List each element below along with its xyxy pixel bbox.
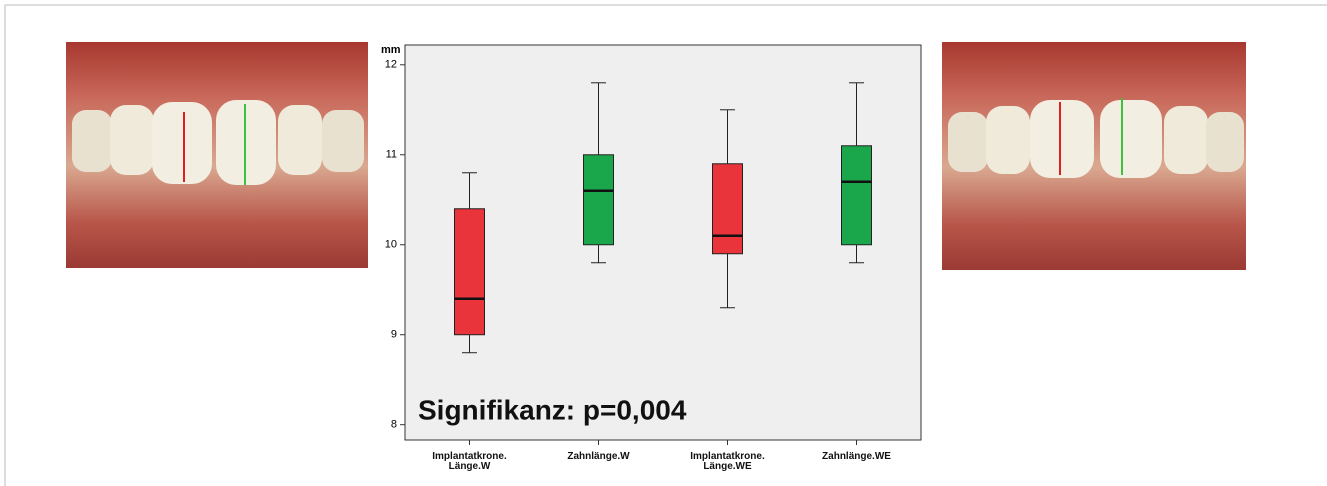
photo-left [66, 42, 368, 268]
box [712, 163, 743, 255]
x-tick-label: Implantatkrone. Länge.W [432, 451, 507, 472]
page-border [4, 4, 1327, 486]
x-tick-label: Zahnlänge.WE [822, 451, 891, 462]
box [454, 208, 485, 336]
plot-area [404, 44, 922, 441]
box [583, 154, 614, 246]
x-tick-label: Zahnlänge.W [567, 451, 630, 462]
annotation: Signifikanz: p=0,004 [418, 394, 687, 425]
box [841, 145, 872, 246]
y-tick-label: 9 [391, 329, 397, 341]
y-tick-label: 11 [386, 149, 397, 161]
y-axis-label: mm [381, 44, 401, 56]
y-tick-label: 8 [391, 419, 397, 431]
y-tick-label: 12 [385, 59, 397, 71]
x-tick-label: Implantatkrone. Länge.WE [690, 451, 765, 472]
y-tick-label: 10 [385, 239, 397, 251]
photo-right [942, 42, 1246, 270]
